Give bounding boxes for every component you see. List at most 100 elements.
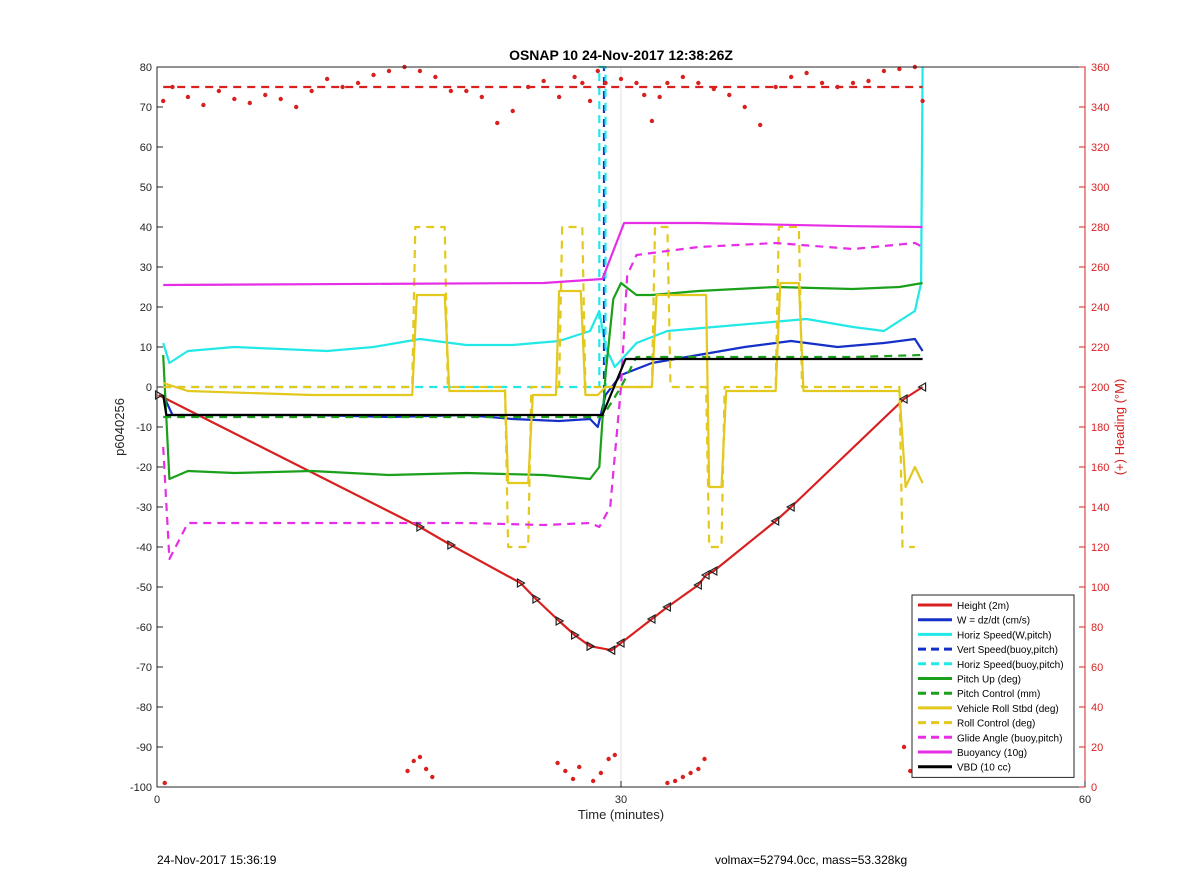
legend-label: Horiz Speed(buoy,pitch)	[957, 660, 1064, 671]
y-right-tick-label: 160	[1091, 462, 1109, 474]
heading-point	[433, 74, 438, 80]
heading-point	[160, 98, 166, 104]
heading-point	[642, 92, 647, 98]
height-marker	[570, 629, 580, 641]
heading-point	[702, 756, 707, 762]
y-tick-label: 70	[140, 102, 152, 114]
heading-point	[555, 760, 560, 766]
y-right-tick-label: 220	[1091, 342, 1109, 354]
heading-point	[612, 752, 618, 758]
y-right-tick-label: 280	[1091, 222, 1109, 234]
heading-point	[897, 66, 902, 72]
heading-point	[634, 80, 639, 86]
height-marker	[898, 393, 908, 405]
heading-point	[804, 70, 809, 76]
y-right-tick-label: 340	[1091, 102, 1109, 114]
height-marker	[606, 645, 616, 656]
heading-point	[696, 80, 701, 86]
y-tick-label: 30	[140, 262, 152, 274]
y-right-tick-label: 300	[1091, 182, 1109, 194]
series-horiz-speed-w-pitch	[162, 66, 924, 369]
heading-point	[665, 780, 670, 786]
heading-point	[247, 100, 252, 106]
legend-label: Glide Angle (buoy,pitch)	[957, 733, 1062, 744]
height-marker	[708, 565, 718, 577]
series-roll-control-deg	[163, 225, 915, 549]
height-marker	[917, 381, 927, 393]
series-glide-angle-buoy-pitch	[162, 241, 924, 561]
y-tick-label: 50	[140, 182, 152, 194]
height-marker	[700, 569, 710, 581]
series-height-2m	[158, 386, 924, 652]
heading-point	[672, 778, 678, 784]
y-right-tick-label: 180	[1091, 422, 1109, 434]
x-tick-label: 0	[154, 794, 160, 806]
heading-point	[324, 76, 330, 82]
y-right-tick-label: 240	[1091, 302, 1109, 314]
y-axis-label: p6040256	[112, 398, 127, 456]
y-tick-label: -50	[136, 582, 152, 594]
y-right-tick-label: 120	[1091, 542, 1109, 554]
heading-point	[448, 88, 454, 94]
y-tick-label: -40	[136, 542, 152, 554]
heading-point	[727, 92, 732, 98]
y-right-tick-label: 260	[1091, 262, 1109, 274]
chart-title: OSNAP 10 24-Nov-2017 12:38:26Z	[509, 47, 733, 63]
heading-point	[850, 80, 856, 86]
height-marker	[785, 501, 795, 513]
right-axis: 3603403203002802602402202001801601401201…	[1079, 62, 1109, 794]
heading-point	[201, 102, 206, 108]
heading-point	[580, 80, 585, 86]
heading-point	[598, 770, 604, 776]
y-right-tick-label: 0	[1091, 782, 1097, 794]
heading-point	[371, 72, 376, 78]
heading-point	[294, 104, 299, 110]
heading-point	[680, 774, 686, 780]
heading-point	[570, 776, 576, 782]
legend-label: Vert Speed(buoy,pitch)	[957, 645, 1058, 656]
heading-point	[495, 120, 500, 126]
y-right-tick-label: 40	[1091, 702, 1103, 714]
heading-point	[278, 96, 283, 102]
y-tick-label: -10	[136, 422, 152, 434]
series-w-dz-dt-cm-s	[162, 337, 924, 429]
heading-point	[603, 80, 608, 86]
legend-label: Height (2m)	[957, 601, 1009, 612]
y-tick-label: 20	[140, 302, 152, 314]
y-tick-label: -90	[136, 742, 152, 754]
heading-point	[665, 80, 670, 86]
heading-point	[355, 80, 361, 86]
x-tick-label: 60	[1079, 794, 1091, 806]
series-vbd-10-cc	[162, 357, 923, 417]
legend-label: VBD (10 cc)	[957, 763, 1011, 774]
x-tick-label: 30	[615, 794, 627, 806]
y-right-tick-label: 20	[1091, 742, 1103, 754]
heading-point	[590, 778, 596, 784]
height-marker	[615, 637, 625, 649]
y-tick-label: -60	[136, 622, 152, 634]
heading-point	[758, 122, 763, 128]
series-pitch-up-deg	[162, 281, 923, 481]
height-marker	[693, 579, 702, 591]
heading-point	[657, 94, 662, 100]
heading-point	[510, 108, 515, 114]
footer-timestamp: 24-Nov-2017 15:36:19	[157, 853, 277, 867]
heading-point	[835, 84, 840, 90]
heading-point	[411, 758, 416, 764]
heading-point	[572, 74, 577, 80]
heading-point	[587, 98, 593, 104]
heading-point	[185, 94, 191, 100]
heading-point	[417, 754, 423, 760]
y-tick-label: -80	[136, 702, 152, 714]
y-tick-label: 40	[140, 222, 152, 234]
legend: Height (2m) W = dz/dt (cm/s) Horiz Speed(W…	[911, 594, 1075, 778]
heading-point	[773, 84, 778, 90]
heading-point	[423, 766, 429, 772]
legend-label: Vehicle Roll Stbd (deg)	[957, 704, 1059, 715]
heading-point	[866, 78, 871, 84]
y-tick-label: -70	[136, 662, 152, 674]
heading-point	[788, 74, 794, 80]
heading-point	[526, 84, 531, 90]
height-marker	[532, 593, 542, 605]
